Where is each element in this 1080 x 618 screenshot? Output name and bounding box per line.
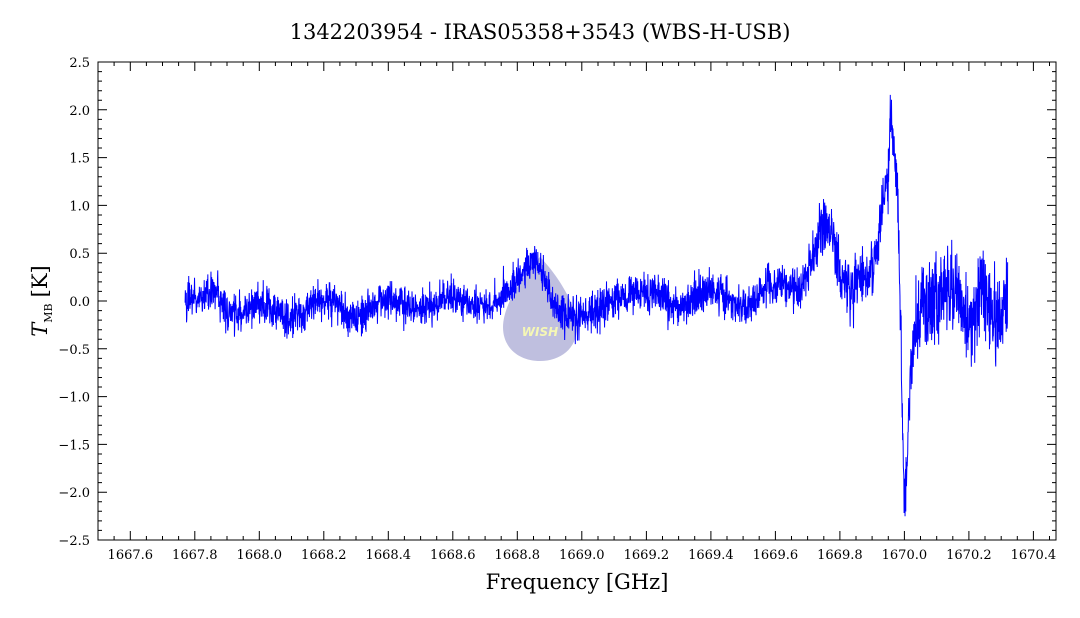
y-tick-label: −0.5	[58, 343, 90, 358]
spectrum-line	[184, 94, 1009, 517]
tick-marks	[98, 61, 1056, 541]
y-axis-label: TMB [K]	[28, 265, 55, 336]
y-tick-label: 1.5	[69, 152, 90, 167]
y-axis-label-subscript: MB	[42, 303, 55, 322]
x-tick-label: 1670.2	[946, 548, 992, 563]
x-tick-label: 1668.4	[366, 548, 412, 563]
x-tick-label: 1668.2	[301, 548, 347, 563]
x-tick-labels: 1667.6 1667.8 1668.0 1668.2 1668.4 1668.…	[108, 548, 1057, 563]
y-tick-label: −2.0	[58, 486, 90, 501]
spectrum-trace	[184, 94, 1009, 517]
chart-title: 1342203954 - IRAS05358+3543 (WBS-H-USB)	[290, 20, 791, 44]
x-tick-label: 1667.8	[172, 548, 218, 563]
x-tick-label: 1669.4	[688, 548, 734, 563]
x-tick-label: 1670.4	[1011, 548, 1057, 563]
x-tick-label: 1668.8	[495, 548, 541, 563]
x-tick-label: 1669.2	[624, 548, 670, 563]
y-axis-label-unit: [K]	[28, 265, 52, 297]
y-tick-label: 1.0	[69, 199, 90, 214]
y-tick-label: −1.5	[58, 438, 90, 453]
x-tick-label: 1667.6	[108, 548, 154, 563]
y-tick-label: 0.5	[69, 247, 90, 262]
x-tick-label: 1668.0	[237, 548, 283, 563]
x-tick-label: 1669.0	[559, 548, 605, 563]
x-tick-label: 1668.6	[430, 548, 476, 563]
y-tick-label: 2.5	[69, 56, 90, 71]
y-axis-label-symbol: T	[28, 321, 52, 337]
watermark-drop-shape	[503, 257, 577, 361]
y-tick-label: −1.0	[58, 391, 90, 406]
x-tick-label: 1669.8	[817, 548, 863, 563]
wish-logo-watermark: WISH	[503, 257, 577, 361]
x-tick-label: 1670.0	[882, 548, 928, 563]
y-tick-label: 0.0	[69, 295, 90, 310]
y-tick-labels: −2.5 −2.0 −1.5 −1.0 −0.5 0.0 0.5 1.0 1.5…	[58, 56, 90, 549]
x-tick-label: 1669.6	[753, 548, 799, 563]
x-axis-label: Frequency [GHz]	[486, 570, 669, 594]
y-tick-label: −2.5	[58, 534, 90, 549]
watermark-text: WISH	[522, 325, 558, 339]
y-tick-label: 2.0	[69, 104, 90, 119]
axis-ticks	[98, 61, 1056, 541]
